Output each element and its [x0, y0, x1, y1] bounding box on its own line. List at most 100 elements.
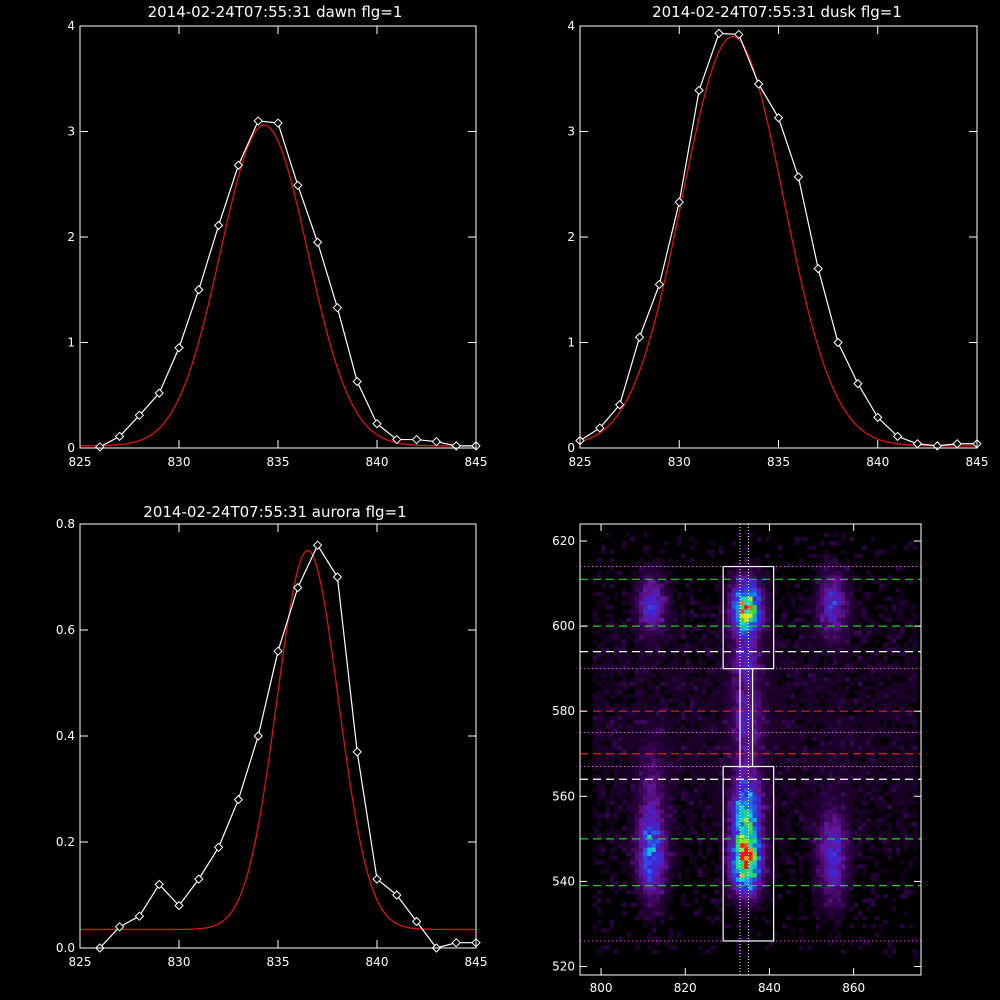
heatmap-cell [655, 753, 661, 759]
heatmap-cell [777, 745, 783, 750]
heatmap-cell [731, 728, 737, 733]
heatmap-cell [622, 796, 627, 801]
heatmap-cell [727, 843, 732, 848]
heatmap-cell [659, 617, 665, 623]
aurora-ytick-label: 0.8 [56, 517, 75, 531]
heatmap-cell [765, 889, 770, 895]
heatmap-cell [735, 592, 741, 597]
heatmap-cell [596, 834, 602, 840]
heatmap-cell [777, 894, 783, 899]
heatmap-cell [731, 898, 737, 903]
heatmap-cell [664, 770, 669, 776]
heatmap-cell [748, 826, 753, 831]
heatmap-cell [811, 651, 817, 657]
heatmap-cell [748, 843, 753, 848]
heatmap-cell [638, 638, 644, 644]
heatmap-cell [862, 830, 867, 835]
heatmap-cell [761, 655, 766, 661]
heatmap-cell [706, 647, 711, 652]
heatmap-cell [857, 621, 863, 627]
heatmap-cell [824, 843, 829, 848]
heatmap-cell [731, 766, 737, 772]
heatmap-cell [853, 647, 859, 652]
heatmap-cell [710, 672, 716, 678]
dusk-observed-point [952, 439, 962, 449]
heatmap-cell [895, 885, 901, 891]
heatmap-cell [752, 655, 758, 661]
heatmap-cell [613, 838, 619, 844]
heatmap-cell [655, 621, 661, 627]
heatmap-cell [773, 685, 779, 691]
heatmap-cell [710, 860, 716, 865]
heatmap-cell [731, 596, 737, 601]
heatmap-cell [786, 723, 791, 729]
heatmap-cell [668, 945, 673, 950]
heatmap-cell [638, 579, 644, 584]
heatmap-cell [609, 813, 614, 818]
heatmap-cell [664, 911, 669, 916]
heatmap-cell [845, 872, 850, 878]
heatmap-cell [651, 672, 657, 678]
heatmap-cell [664, 634, 669, 640]
heatmap-cell [630, 800, 636, 806]
heatmap-cell [689, 779, 694, 784]
heatmap-cell [710, 681, 716, 686]
heatmap-cell [681, 834, 686, 840]
heatmap-cell [841, 587, 846, 593]
heatmap-cell [748, 885, 753, 891]
heatmap-cell [714, 783, 720, 789]
heatmap-cell [651, 689, 657, 695]
heatmap-cell [899, 796, 905, 801]
heatmap-cell [651, 834, 657, 840]
heatmap-cell [790, 762, 795, 767]
heatmap-cell [668, 579, 673, 584]
heatmap-cell [899, 787, 905, 793]
heatmap-cell [655, 664, 661, 669]
heatmap-cell [777, 855, 783, 861]
heatmap-cell [878, 745, 884, 750]
heatmap-cell [773, 626, 779, 631]
heatmap-cell [739, 902, 745, 908]
heatmap-cell [731, 732, 737, 738]
heatmap-cell [845, 868, 850, 874]
heatmap-cell [668, 775, 673, 780]
heatmap-cell [786, 855, 791, 861]
heatmap-cell [714, 664, 720, 669]
heatmap-cell [601, 592, 606, 597]
heatmap-cell [874, 719, 880, 725]
heatmap-cell [756, 613, 762, 618]
heatmap-cell [908, 838, 913, 844]
aurora-ytick-label: 0.6 [56, 623, 75, 637]
heatmap-cell [622, 723, 627, 729]
heatmap-cell [659, 609, 665, 614]
heatmap-cell [664, 596, 669, 601]
heatmap-cell [773, 860, 779, 865]
heatmap-cell [739, 617, 745, 623]
heatmap-cell [689, 587, 694, 593]
heatmap-cell [659, 804, 665, 810]
heatmap-cell [824, 860, 829, 865]
heatmap-cell [718, 698, 724, 703]
heatmap-cell [866, 702, 871, 708]
heatmap-cell [790, 787, 795, 793]
heatmap-cell [659, 702, 665, 708]
heatmap-cell [912, 770, 918, 776]
heatmap-cell [836, 894, 842, 899]
heatmap-cell [798, 694, 804, 699]
heatmap-cell [727, 902, 732, 908]
heatmap-cell [622, 609, 627, 614]
heatmap-cell [693, 770, 699, 776]
heatmap-cell [596, 736, 602, 742]
heatmap-cell [773, 766, 779, 772]
heatmap-cell [659, 732, 665, 738]
heatmap-cell [908, 770, 913, 776]
heatmap-cell [790, 723, 795, 729]
heatmap-cell [697, 843, 703, 848]
heatmap-cell [731, 868, 737, 874]
heatmap-cell [853, 749, 859, 755]
heatmap-cell [731, 864, 737, 869]
heatmap-cell [697, 834, 703, 840]
heatmap-cell [857, 587, 863, 593]
heatmap-cell [811, 617, 817, 623]
